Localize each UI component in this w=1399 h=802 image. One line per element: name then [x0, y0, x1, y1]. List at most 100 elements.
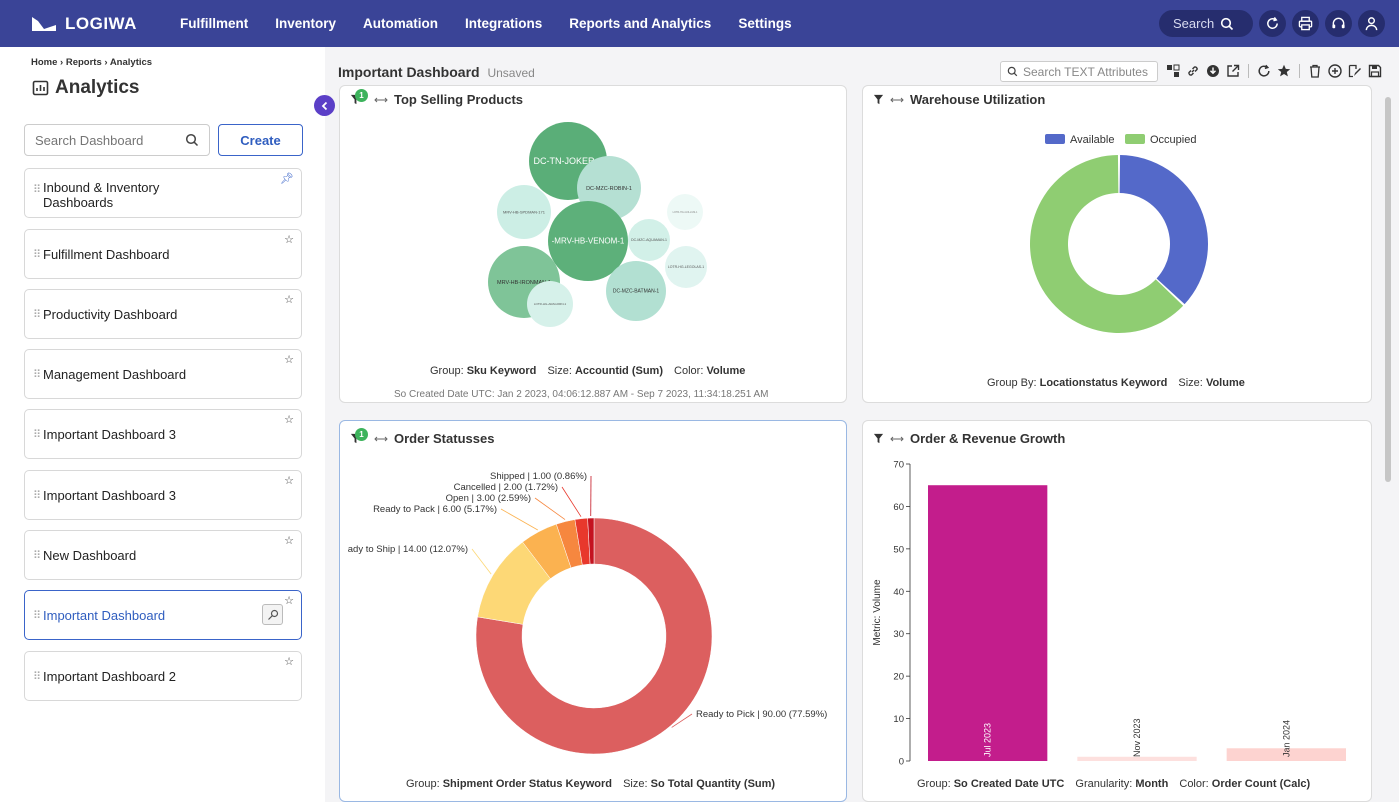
- dashboard-item-fulfillment[interactable]: ⠿ Fulfillment Dashboard ☆: [24, 229, 302, 279]
- pin-icon[interactable]: ☆: [284, 414, 294, 426]
- page-scrollbar[interactable]: [1385, 97, 1391, 482]
- link-button[interactable]: [1185, 61, 1201, 81]
- card-title: Order Statusses: [394, 431, 495, 446]
- y-tick-label: 30: [893, 629, 904, 640]
- dashboard-item-important[interactable]: ⠿ Important Dashboard ☆: [24, 590, 302, 640]
- drag-handle-icon[interactable]: ⠿: [33, 670, 42, 683]
- drag-handle-icon[interactable]: ⠿: [33, 248, 42, 261]
- x-tick-label: Nov 2023: [1132, 718, 1142, 757]
- edit-button[interactable]: [1347, 61, 1363, 81]
- pin-filled-icon[interactable]: 📌︎: [280, 173, 294, 185]
- add-widget-button[interactable]: [1327, 61, 1343, 81]
- drag-move-icon[interactable]: [890, 434, 904, 444]
- drag-handle-icon[interactable]: ⠿: [33, 549, 42, 562]
- filter-icon[interactable]: [873, 433, 884, 444]
- slice-label: Cancelled | 2.00 (1.72%): [454, 482, 558, 493]
- dashboard-item-productivity[interactable]: ⠿ Productivity Dashboard ☆: [24, 289, 302, 339]
- favorite-button[interactable]: [1276, 61, 1292, 81]
- dashboard-item-label: Fulfillment Dashboard: [43, 246, 170, 262]
- nav-automation[interactable]: Automation: [363, 16, 439, 31]
- footer-key: Group:: [430, 365, 464, 377]
- card-order-revenue-growth: Order & Revenue Growth 0 10 20 30 40 50 60 70 Me…: [862, 420, 1372, 802]
- dashboard-item-important-2[interactable]: ⠿ Important Dashboard 2 ☆: [24, 651, 302, 701]
- drag-handle-icon[interactable]: ⠿: [33, 184, 42, 196]
- bar: [1077, 756, 1197, 761]
- drag-move-icon[interactable]: [374, 434, 388, 444]
- nav-settings[interactable]: Settings: [738, 16, 792, 31]
- dashboard-item-inbound-inventory[interactable]: ⠿ Inbound & Inventory Dashboards 📌︎: [24, 168, 302, 218]
- dashboard-item-important-3b[interactable]: ⠿ Important Dashboard 3 ☆: [24, 470, 302, 520]
- drag-handle-icon[interactable]: ⠿: [33, 308, 42, 321]
- card-header: 1 Top Selling Products: [350, 89, 523, 107]
- dashboard-search-input[interactable]: [35, 132, 175, 148]
- donut-slice: [1030, 155, 1184, 333]
- dashboard-item-management[interactable]: ⠿ Management Dashboard ☆: [24, 349, 302, 399]
- drag-move-icon[interactable]: [374, 95, 388, 105]
- pin-icon[interactable]: ☆: [284, 294, 294, 306]
- attribute-search-placeholder: Search TEXT Attributes: [1023, 64, 1148, 79]
- footer-key: Size:: [547, 365, 572, 377]
- drag-handle-icon[interactable]: ⠿: [33, 609, 42, 622]
- dashboard-item-label: Management Dashboard: [43, 366, 187, 382]
- dashboard-title: Important Dashboard Unsaved: [338, 64, 535, 80]
- footer-key: Group:: [406, 778, 440, 790]
- profile-button[interactable]: [1358, 10, 1385, 37]
- refresh-button[interactable]: [1259, 10, 1286, 37]
- pin-icon[interactable]: ☆: [284, 535, 294, 547]
- support-button[interactable]: [1325, 10, 1352, 37]
- card-footer: Group: Sku Keyword Size: Accountid (Sum)…: [430, 365, 745, 377]
- layout-button[interactable]: [1165, 61, 1181, 81]
- nav-integrations[interactable]: Integrations: [465, 16, 543, 31]
- dashboard-toolbar: [1165, 61, 1383, 81]
- footer-key: Color:: [674, 365, 704, 377]
- pin-icon[interactable]: ☆: [284, 475, 294, 487]
- bubble-label: DC-TN-JOKER-1: [534, 156, 603, 166]
- pin-icon[interactable]: ☆: [284, 595, 294, 607]
- print-button[interactable]: [1292, 10, 1319, 37]
- save-button[interactable]: [1367, 61, 1383, 81]
- nav-reports-analytics[interactable]: Reports and Analytics: [569, 16, 712, 31]
- x-tick-label: Jan 2024: [1281, 720, 1291, 757]
- download-icon: [1207, 65, 1219, 77]
- y-tick-label: 0: [899, 757, 904, 768]
- dashboard-key-button[interactable]: [262, 604, 283, 625]
- drag-handle-icon[interactable]: ⠿: [33, 368, 42, 381]
- dashboard-item-new[interactable]: ⠿ New Dashboard ☆: [24, 530, 302, 580]
- slice-label: ady to Ship | 14.00 (12.07%): [348, 544, 468, 555]
- drag-move-icon[interactable]: [890, 95, 904, 105]
- global-search[interactable]: Search: [1159, 10, 1253, 37]
- card-warehouse-utilization: Warehouse Utilization Available Occupied …: [862, 85, 1372, 403]
- collapse-sidebar-button[interactable]: [314, 95, 335, 116]
- attribute-search[interactable]: Search TEXT Attributes: [1000, 61, 1158, 82]
- donut-slice: [587, 517, 595, 565]
- logo[interactable]: LOGIWA: [30, 14, 180, 34]
- pin-icon[interactable]: ☆: [284, 354, 294, 366]
- delete-button[interactable]: [1307, 61, 1323, 81]
- search-icon: [1007, 66, 1018, 77]
- nav-fulfillment[interactable]: Fulfillment: [180, 16, 249, 31]
- pin-icon[interactable]: ☆: [284, 656, 294, 668]
- bubble-label: DC-MZC-AQUAMAN-1: [631, 238, 667, 242]
- dashboard-item-important-3a[interactable]: ⠿ Important Dashboard 3 ☆: [24, 409, 302, 459]
- drag-handle-icon[interactable]: ⠿: [33, 428, 42, 441]
- key-icon: [267, 609, 278, 620]
- drag-handle-icon[interactable]: ⠿: [33, 489, 42, 502]
- filter-button[interactable]: 1: [350, 89, 368, 105]
- reload-button[interactable]: [1256, 61, 1272, 81]
- layout-icon: [1167, 64, 1180, 77]
- pin-icon[interactable]: ☆: [284, 234, 294, 246]
- plus-circle-icon: [1328, 64, 1342, 78]
- nav-inventory[interactable]: Inventory: [275, 16, 337, 31]
- open-external-button[interactable]: [1225, 61, 1241, 81]
- card-order-statusses: 1 Order Statusses Ready to Pick | 90.00 …: [339, 420, 847, 802]
- dashboard-search[interactable]: [24, 124, 210, 156]
- external-link-icon: [1227, 64, 1240, 77]
- footer-value: Locationstatus Keyword: [1039, 377, 1168, 389]
- download-button[interactable]: [1205, 61, 1221, 81]
- y-tick-label: 60: [893, 502, 904, 513]
- y-tick-label: 10: [893, 714, 904, 725]
- card-footer: Group: Shipment Order Status Keyword Siz…: [406, 778, 775, 790]
- filter-button[interactable]: 1: [350, 428, 368, 444]
- filter-icon[interactable]: [873, 94, 884, 105]
- create-dashboard-button[interactable]: Create: [218, 124, 303, 156]
